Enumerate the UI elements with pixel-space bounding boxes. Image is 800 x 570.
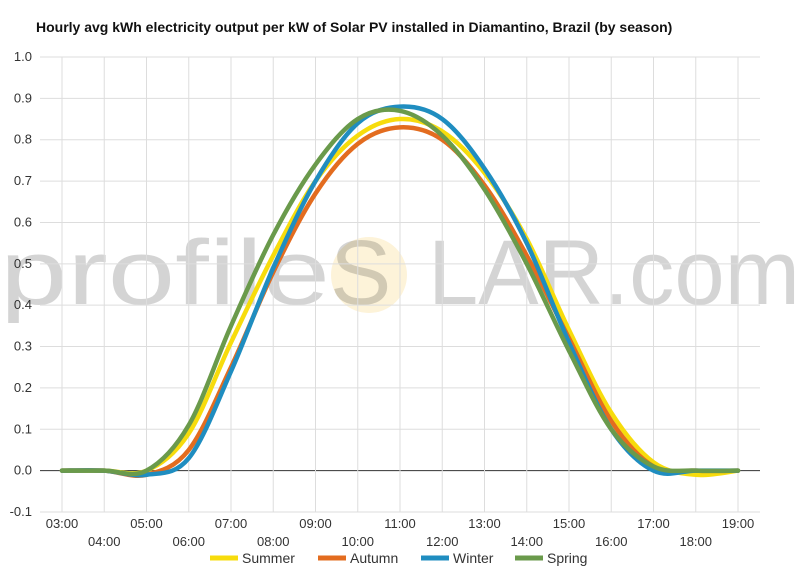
watermark-left: profile (0, 232, 330, 324)
x-tick-label: 17:00 (637, 516, 670, 531)
x-tick-label: 09:00 (299, 516, 332, 531)
x-tick-label: 06:00 (172, 534, 205, 549)
x-tick-label: 08:00 (257, 534, 290, 549)
x-tick-label: 04:00 (88, 534, 121, 549)
series-lines (59, 104, 741, 478)
y-tick-label: 0.7 (14, 173, 32, 188)
x-axis-ticks: 03:00 04:00 05:00 06:00 07:00 08:00 09:00 10:00… (46, 516, 755, 549)
x-tick-label: 10:00 (341, 534, 374, 549)
legend-item-winter[interactable]: Winter (421, 550, 494, 566)
x-tick-label: 14:00 (510, 534, 543, 549)
x-tick-label: 03:00 (46, 516, 79, 531)
y-tick-label: 0.5 (14, 256, 32, 271)
y-tick-label: 0.2 (14, 380, 32, 395)
x-tick-label: 05:00 (130, 516, 163, 531)
x-tick-label: 16:00 (595, 534, 628, 549)
legend-item-spring[interactable]: Spring (515, 550, 587, 566)
chart-title: Hourly avg kWh electricity output per kW… (36, 19, 673, 35)
y-tick-label: 0.9 (14, 90, 32, 105)
x-tick-label: 13:00 (468, 516, 501, 531)
svg-text:S: S (330, 232, 391, 324)
legend-item-autumn[interactable]: Autumn (318, 550, 398, 566)
legend-label: Winter (453, 550, 494, 566)
y-tick-label: 0.3 (14, 339, 32, 354)
series-line-autumn (59, 125, 741, 478)
watermark-mid: S (330, 232, 391, 324)
legend-label: Autumn (350, 550, 398, 566)
y-axis-ticks: -0.1 0.0 0.1 0.2 0.3 0.4 0.5 0.6 0.7 0.8 0.9 1.0 (10, 49, 32, 519)
x-tick-label: 07:00 (215, 516, 248, 531)
x-tick-label: 12:00 (426, 534, 459, 549)
legend-label: Summer (242, 550, 295, 566)
y-tick-label: 0.1 (14, 421, 32, 436)
y-tick-label: 0.0 (14, 463, 32, 478)
legend-item-summer[interactable]: Summer (210, 550, 295, 566)
y-tick-label: 0.8 (14, 132, 32, 147)
x-tick-label: 18:00 (679, 534, 712, 549)
svg-text:profile: profile (0, 232, 330, 324)
x-tick-label: 11:00 (384, 516, 416, 531)
x-tick-label: 19:00 (722, 516, 755, 531)
y-tick-label: 0.6 (14, 214, 32, 229)
watermark-sun (331, 237, 407, 313)
y-tick-label: 0.4 (14, 297, 32, 312)
legend: Summer Autumn Winter Spring (210, 550, 587, 566)
y-tick-label: -0.1 (10, 504, 32, 519)
y-tick-label: 1.0 (14, 49, 32, 64)
x-tick-label: 15:00 (553, 516, 586, 531)
series-line-summer (59, 116, 741, 478)
series-line-spring (59, 107, 741, 477)
legend-label: Spring (547, 550, 587, 566)
